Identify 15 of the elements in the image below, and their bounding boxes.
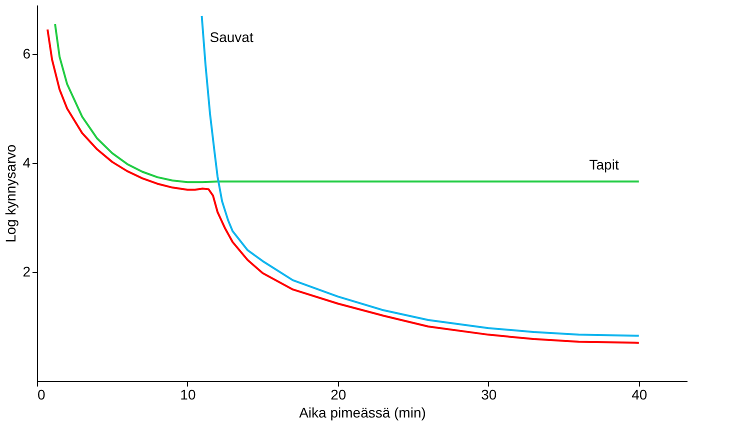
y-axis-title: Log kynnysarvo xyxy=(2,144,19,243)
series-label: Sauvat xyxy=(210,28,254,45)
x-tick-label: 10 xyxy=(180,386,196,402)
x-tick-label: 40 xyxy=(632,386,648,402)
x-tick-label: 30 xyxy=(481,386,497,402)
series-label: Tapit xyxy=(589,156,619,173)
line-series xyxy=(54,23,640,184)
x-tick-label: 0 xyxy=(38,386,46,402)
line-series xyxy=(46,28,640,344)
line-series xyxy=(200,14,640,337)
x-tick-label: 20 xyxy=(330,386,346,402)
x-axis-title: Aika pimeässä (min) xyxy=(299,404,426,420)
y-tick-label: 2 xyxy=(22,264,31,280)
y-tick-label: 6 xyxy=(22,46,31,62)
y-tick-label: 4 xyxy=(22,154,31,171)
